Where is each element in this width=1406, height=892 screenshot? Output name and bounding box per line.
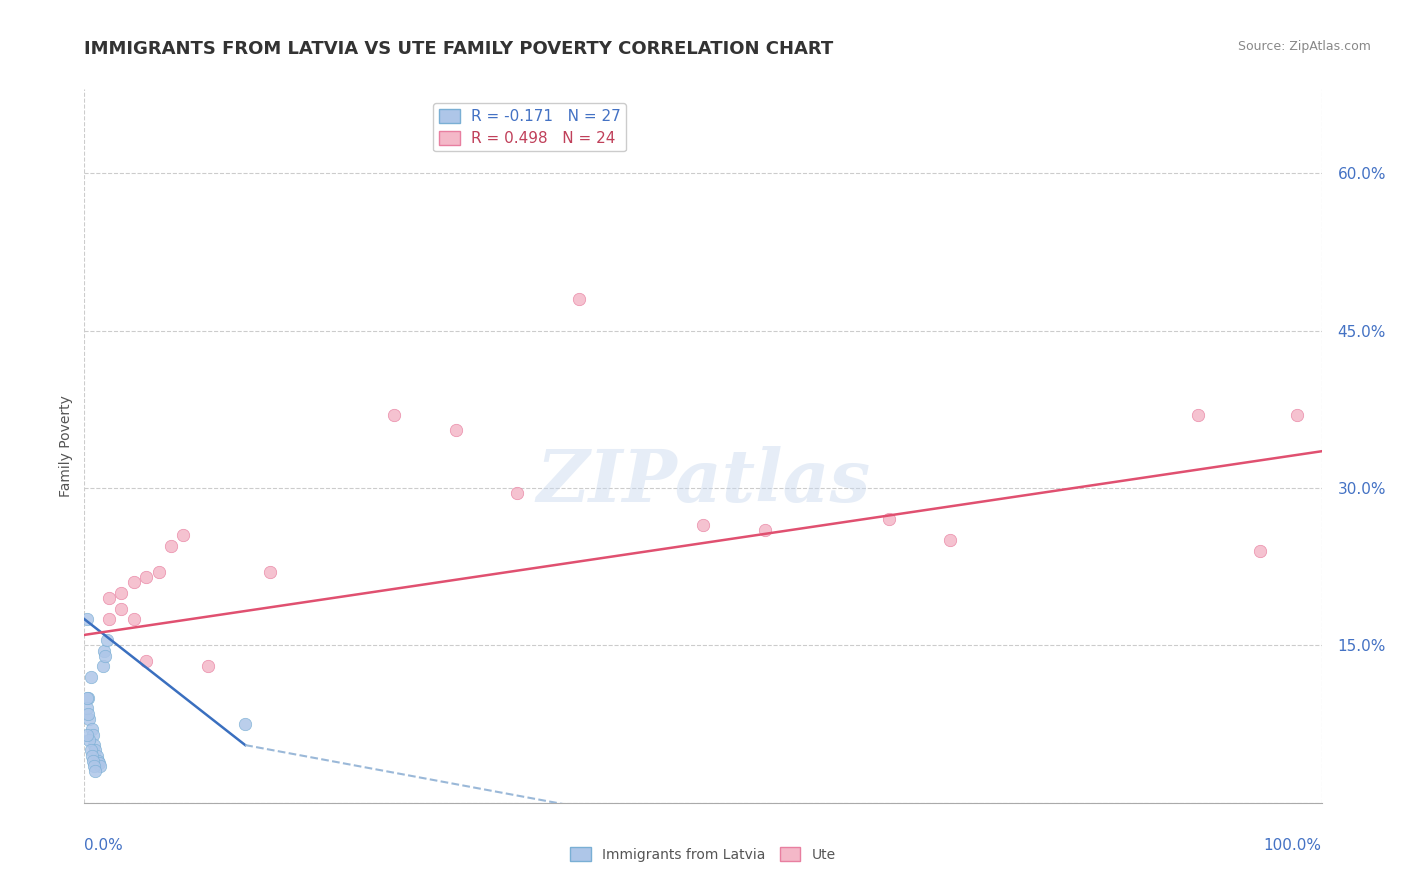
Legend: Immigrants from Latvia, Ute: Immigrants from Latvia, Ute bbox=[565, 841, 841, 867]
Point bbox=[84, 764, 107, 779]
Point bbox=[77, 690, 100, 705]
Point bbox=[76, 690, 98, 705]
Point bbox=[172, 528, 194, 542]
Point bbox=[77, 706, 100, 721]
Point bbox=[83, 759, 105, 773]
Text: 100.0%: 100.0% bbox=[1264, 838, 1322, 854]
Point bbox=[122, 612, 145, 626]
Point bbox=[1285, 408, 1308, 422]
Point bbox=[877, 512, 900, 526]
Point bbox=[122, 575, 145, 590]
Point bbox=[76, 701, 98, 715]
Text: Source: ZipAtlas.com: Source: ZipAtlas.com bbox=[1237, 40, 1371, 54]
Point bbox=[86, 748, 108, 763]
Point bbox=[135, 654, 157, 668]
Point bbox=[79, 670, 101, 684]
Point bbox=[1249, 544, 1271, 558]
Text: 0.0%: 0.0% bbox=[84, 838, 124, 854]
Point bbox=[259, 565, 281, 579]
Point bbox=[84, 743, 107, 757]
Point bbox=[135, 570, 157, 584]
Point bbox=[939, 533, 962, 548]
Point bbox=[382, 408, 405, 422]
Point bbox=[87, 754, 110, 768]
Point bbox=[692, 517, 714, 532]
Y-axis label: Family Poverty: Family Poverty bbox=[59, 395, 73, 497]
Point bbox=[98, 591, 121, 606]
Point bbox=[79, 732, 101, 747]
Point bbox=[110, 586, 132, 600]
Point bbox=[80, 723, 103, 737]
Point bbox=[98, 612, 121, 626]
Point bbox=[79, 743, 101, 757]
Text: ZIPatlas: ZIPatlas bbox=[536, 446, 870, 517]
Point bbox=[444, 423, 467, 437]
Point bbox=[197, 659, 219, 673]
Point bbox=[160, 539, 183, 553]
Point bbox=[568, 292, 591, 306]
Point bbox=[76, 728, 98, 742]
Point bbox=[754, 523, 776, 537]
Point bbox=[233, 717, 256, 731]
Point bbox=[83, 738, 105, 752]
Point bbox=[82, 728, 104, 742]
Point bbox=[82, 754, 104, 768]
Point bbox=[76, 612, 98, 626]
Point bbox=[79, 712, 101, 726]
Point bbox=[91, 659, 114, 673]
Text: IMMIGRANTS FROM LATVIA VS UTE FAMILY POVERTY CORRELATION CHART: IMMIGRANTS FROM LATVIA VS UTE FAMILY POV… bbox=[84, 40, 834, 58]
Point bbox=[506, 486, 529, 500]
Point bbox=[148, 565, 170, 579]
Point bbox=[96, 633, 118, 648]
Point bbox=[94, 648, 117, 663]
Point bbox=[93, 643, 115, 657]
Point bbox=[89, 759, 111, 773]
Point bbox=[110, 601, 132, 615]
Point bbox=[89, 756, 111, 770]
Point bbox=[80, 748, 103, 763]
Point bbox=[1187, 408, 1209, 422]
